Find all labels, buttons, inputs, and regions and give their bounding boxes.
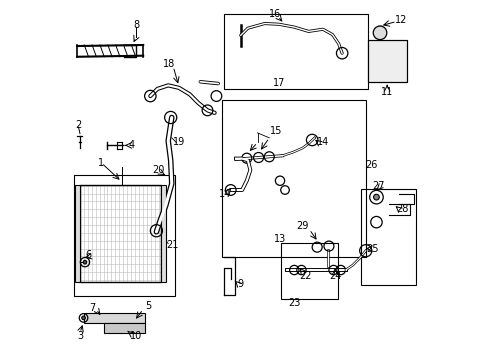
Bar	[361, 189, 416, 285]
Text: 3: 3	[77, 332, 83, 342]
Text: 18: 18	[163, 59, 175, 69]
Text: 8: 8	[133, 19, 139, 30]
Bar	[80, 185, 161, 282]
Text: 15: 15	[270, 126, 283, 136]
Bar	[84, 313, 145, 323]
Bar	[368, 40, 407, 82]
Text: 13: 13	[274, 234, 286, 244]
Bar	[368, 40, 407, 82]
Bar	[104, 323, 145, 333]
Text: 25: 25	[367, 244, 379, 253]
Text: 26: 26	[366, 160, 378, 170]
Text: 20: 20	[152, 165, 165, 175]
Text: 2: 2	[75, 120, 81, 130]
Text: 24: 24	[329, 271, 341, 281]
Text: 5: 5	[145, 301, 151, 311]
Text: 19: 19	[173, 138, 185, 148]
Circle shape	[82, 316, 85, 320]
Text: 1: 1	[98, 158, 104, 168]
Circle shape	[373, 194, 379, 200]
Text: 14: 14	[219, 189, 231, 199]
Bar	[161, 185, 166, 282]
Text: 22: 22	[299, 271, 311, 281]
Bar	[281, 243, 338, 298]
Text: 11: 11	[381, 87, 393, 98]
Bar	[223, 14, 368, 89]
Text: 29: 29	[296, 221, 309, 231]
Text: 16: 16	[269, 9, 281, 19]
Text: 21: 21	[167, 240, 179, 250]
Text: 4: 4	[128, 140, 134, 150]
Text: 27: 27	[373, 181, 385, 192]
Circle shape	[83, 260, 87, 264]
Text: 17: 17	[273, 78, 285, 88]
Text: 23: 23	[288, 298, 300, 308]
Text: 7: 7	[89, 303, 95, 313]
Circle shape	[373, 26, 387, 40]
Text: 28: 28	[397, 204, 409, 214]
Bar	[74, 175, 175, 296]
Text: 12: 12	[395, 15, 408, 25]
Text: 6: 6	[85, 250, 92, 260]
Text: 10: 10	[130, 332, 142, 342]
Bar	[75, 185, 80, 282]
Text: 14: 14	[317, 138, 329, 148]
Bar	[222, 100, 367, 257]
Text: 9: 9	[238, 279, 244, 289]
